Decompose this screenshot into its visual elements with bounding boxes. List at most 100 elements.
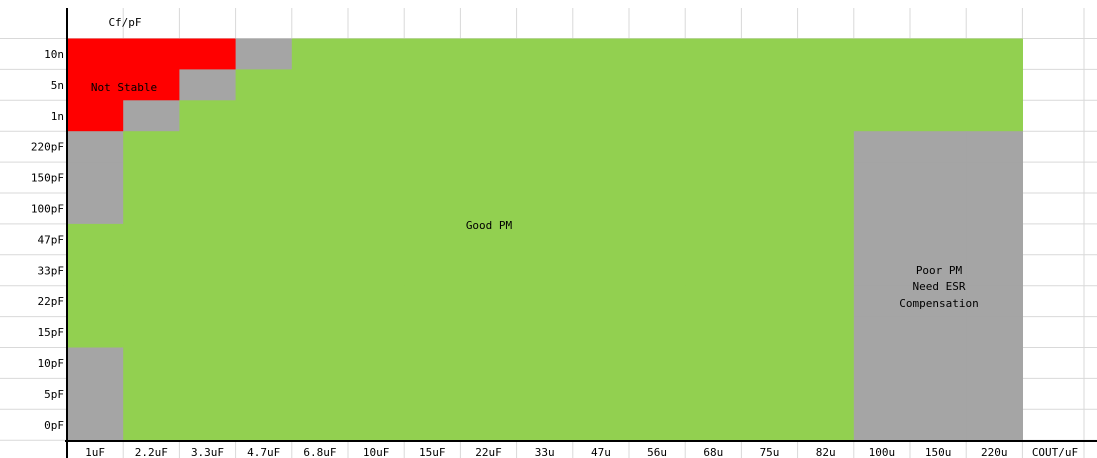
heatmap-cell-good (516, 378, 574, 410)
heatmap-cell-good (404, 100, 461, 132)
region-label-poor-line-2: Need ESR (913, 280, 966, 293)
x-tick-label: 82u (816, 446, 836, 458)
heatmap-cell-poor (910, 131, 967, 163)
heatmap-cell-good (123, 316, 180, 349)
y-tick-label: 150pF (31, 172, 64, 185)
heatmap-cell-poor (123, 100, 180, 132)
heatmap-cell-good (629, 223, 686, 256)
heatmap-cell-good (629, 162, 686, 194)
heatmap-cell-good (685, 131, 742, 163)
heatmap-cell-good (910, 100, 967, 132)
heatmap-cell-good (460, 254, 518, 287)
heatmap-cell-good (460, 409, 518, 441)
heatmap-cell-poor (966, 347, 1023, 379)
x-tick-label: 3.3uF (191, 446, 224, 458)
heatmap-cell-good (516, 285, 574, 318)
heatmap-cell-good (291, 193, 349, 225)
x-tick-label: 15uF (419, 446, 446, 458)
heatmap-cell-poor (910, 409, 967, 441)
heatmap-cell-good (404, 131, 461, 163)
heatmap-cell-good (348, 223, 405, 256)
heatmap-cell-poor (179, 69, 237, 101)
y-tick-label: 33pF (38, 264, 65, 277)
heatmap-cell-good (179, 193, 237, 225)
heatmap-cell-good (348, 378, 405, 410)
y-tick-label: 5n (51, 79, 64, 92)
heatmap-cell-good (404, 254, 461, 287)
heatmap-cell-good (797, 38, 855, 70)
heatmap-cell-good (291, 131, 349, 163)
heatmap-cell-good (235, 347, 293, 379)
heatmap-cell-good (235, 100, 293, 132)
heatmap-cell-good (291, 378, 349, 410)
heatmap-cell-good (291, 69, 349, 101)
heatmap-cell-good (629, 69, 686, 101)
heatmap-cell-good (291, 347, 349, 379)
x-tick-label: 56u (647, 446, 667, 458)
heatmap-cell-good (572, 69, 630, 101)
heatmap-cell-good (685, 285, 742, 318)
x-tick-label: 4.7uF (247, 446, 280, 458)
heatmap-cell-poor (910, 223, 967, 256)
heatmap-cell-good (853, 38, 911, 70)
heatmap-cell-good (179, 131, 237, 163)
heatmap-cell-good (179, 162, 237, 194)
heatmap-cell-good (572, 285, 630, 318)
heatmap-cell-good (291, 285, 349, 318)
x-tick-label: 10uF (363, 446, 390, 458)
x-axis-label: COUT/uF (1032, 446, 1078, 458)
heatmap-cell-poor (966, 131, 1023, 163)
heatmap-cell-poor (853, 193, 911, 225)
heatmap-cell-poor (67, 378, 124, 410)
heatmap-cell-good (685, 162, 742, 194)
heatmap-cell-poor (910, 378, 967, 410)
heatmap-cell-good (797, 254, 855, 287)
heatmap-cell-good (572, 409, 630, 441)
heatmap-cell-good (179, 316, 237, 349)
heatmap-cell-good (348, 38, 405, 70)
heatmap-cell-good (516, 38, 574, 70)
y-tick-label: 100pF (31, 202, 64, 215)
heatmap-cell-good (741, 131, 799, 163)
y-tick-label: 5pF (44, 388, 64, 401)
heatmap-cell-good (629, 254, 686, 287)
heatmap-cell-good (797, 131, 855, 163)
heatmap-cell-good (797, 69, 855, 101)
heatmap-cell-good (123, 162, 180, 194)
heatmap-cell-good (910, 69, 967, 101)
heatmap-cell-good (741, 378, 799, 410)
heatmap-cell-good (629, 378, 686, 410)
heatmap-cell-good (291, 316, 349, 349)
heatmap-cell-poor (966, 254, 1023, 287)
heatmap-cell-good (123, 378, 180, 410)
heatmap-cell-good (741, 193, 799, 225)
heatmap-cell-poor (966, 193, 1023, 225)
x-tick-label: 68u (703, 446, 723, 458)
heatmap-cell-good (123, 223, 180, 256)
heatmap-cell-poor (67, 409, 124, 441)
heatmap-cell-good (235, 69, 293, 101)
y-tick-label: 1n (51, 110, 64, 123)
heatmap-cell-good (235, 285, 293, 318)
heatmap-cell-good (741, 409, 799, 441)
heatmap-cell-good (404, 347, 461, 379)
heatmap-cell-good (348, 285, 405, 318)
heatmap-cell-not-stable (67, 69, 124, 101)
heatmap-cell-poor (853, 347, 911, 379)
heatmap-cell-poor (910, 285, 967, 318)
heatmap-cell-good (572, 193, 630, 225)
heatmap-cell-good (572, 254, 630, 287)
heatmap-cell-good (966, 69, 1023, 101)
heatmap-cell-good (460, 100, 518, 132)
heatmap-cell-good (179, 378, 237, 410)
heatmap-cell-good (741, 69, 799, 101)
heatmap-cell-good (629, 193, 686, 225)
heatmap-cell-good (348, 69, 405, 101)
heatmap-cell-good (291, 409, 349, 441)
x-tick-label: 150u (925, 446, 952, 458)
heatmap-cell-good (291, 223, 349, 256)
heatmap-cell-good (685, 223, 742, 256)
heatmap-cell-good (67, 254, 124, 287)
